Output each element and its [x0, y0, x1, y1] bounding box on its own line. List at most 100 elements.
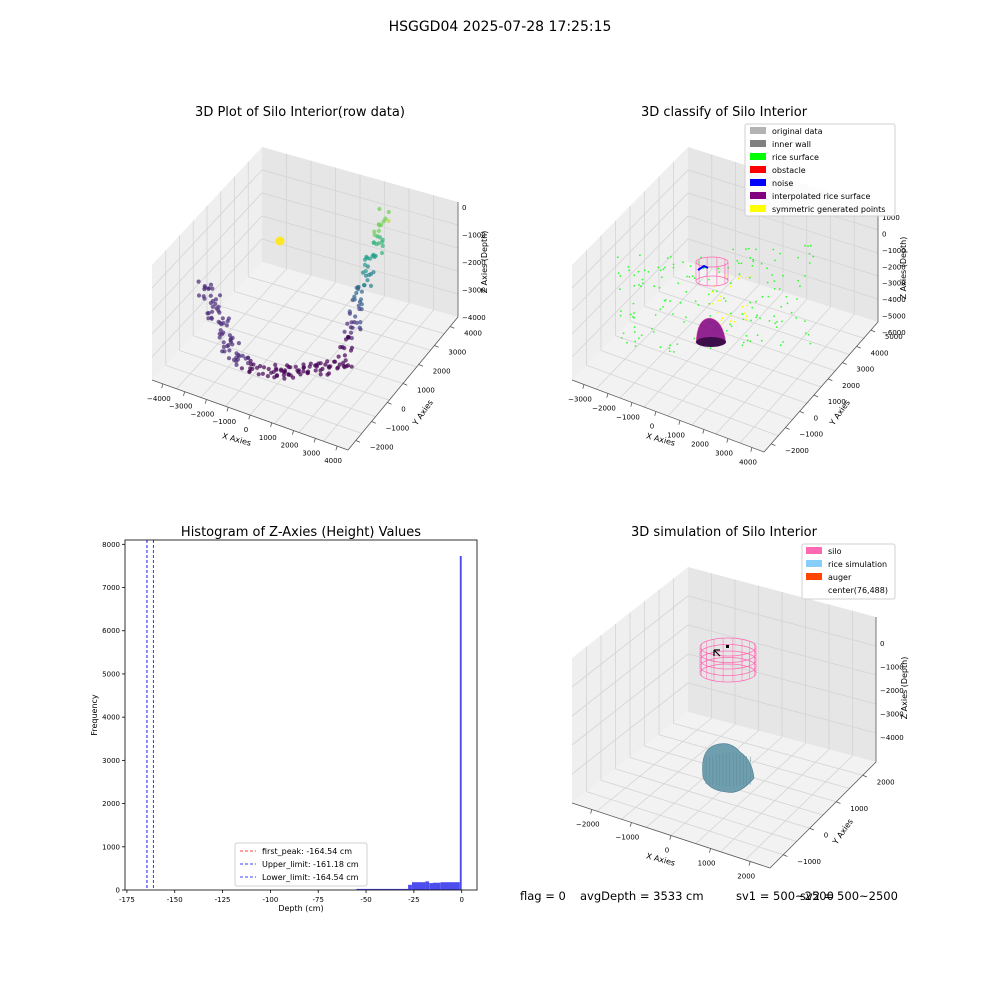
data-point: [326, 371, 332, 376]
legend-label: silo: [828, 547, 842, 556]
rice-surface-point: [804, 244, 806, 247]
data-point: [219, 332, 224, 337]
y-axis-label: Y Axies: [830, 817, 855, 847]
rice-surface-point: [741, 313, 744, 315]
rice-surface-point: [668, 347, 671, 350]
x-axis-tick-label: −2000: [592, 405, 616, 413]
data-point: [231, 357, 237, 362]
x-axis-tick-label: 3000: [715, 450, 733, 458]
data-point: [239, 366, 244, 371]
legend-label: original data: [772, 127, 823, 136]
rice-surface-point: [742, 341, 745, 344]
hist-bar: [412, 882, 426, 890]
symmetric-point: [746, 276, 749, 279]
data-point: [202, 287, 207, 292]
x-tick-label: -175: [119, 896, 135, 904]
x-axis-tick: [335, 446, 338, 451]
data-point: [367, 272, 372, 278]
rice-surface-point: [782, 341, 784, 343]
rice-surface-point: [643, 269, 646, 272]
rice-surface-point: [738, 262, 740, 264]
y-axis-tick-label: 2000: [842, 382, 860, 390]
y-axis-tick: [870, 329, 876, 333]
rice-surface-point: [647, 271, 650, 273]
rice-surface-point: [657, 266, 660, 269]
x-axis-tick-label: 1000: [667, 432, 685, 440]
rice-surface-point: [667, 257, 669, 259]
legend-swatch: [750, 140, 766, 147]
z-axis-tick-label: −4000: [880, 734, 904, 742]
y-axis-tick: [418, 364, 424, 367]
data-point: [358, 297, 364, 302]
data-point: [336, 354, 341, 359]
legend-swatch: [750, 166, 766, 173]
interpolated-mound: [695, 317, 727, 344]
rice-surface-point: [742, 318, 745, 321]
rice-surface-point: [640, 285, 642, 288]
rice-surface-point: [664, 266, 666, 269]
rice-surface-point: [654, 314, 657, 316]
symmetric-point: [721, 317, 724, 320]
z-axis-tick-label: 0: [462, 204, 466, 212]
symmetric-point: [739, 275, 741, 277]
rice-surface-point: [620, 337, 623, 339]
x-axis-tick-label: 3000: [302, 449, 320, 457]
data-point: [261, 365, 267, 370]
symmetric-point: [737, 277, 740, 280]
rice-surface-point: [716, 290, 718, 293]
rice-surface-point: [725, 330, 728, 332]
data-point: [363, 269, 368, 274]
gridline: [571, 192, 879, 312]
symmetric-point: [745, 318, 747, 321]
rice-surface-point: [668, 350, 671, 352]
gridline: [571, 215, 879, 335]
x-axis-tick: [726, 438, 729, 443]
simulation-3d-plot: 3D simulation of Silo Interior −2000 −1000…: [571, 525, 909, 881]
z-axis-tick-label: −3000: [462, 287, 486, 295]
data-point: [213, 301, 218, 307]
rice-surface-point: [749, 256, 752, 259]
raw-data-3d-plot: 3D Plot of Silo Interior(row data)−4000−…: [147, 105, 489, 465]
rice-surface-point: [707, 293, 710, 296]
rice-surface-point: [659, 269, 662, 272]
data-point: [327, 365, 332, 370]
gridline: [720, 749, 830, 853]
data-point: [288, 365, 293, 370]
data-point: [219, 322, 224, 327]
rice-surface-point: [779, 344, 782, 347]
hist-bar: [459, 556, 462, 890]
noise-mark: [697, 264, 709, 271]
rice-surface-point: [768, 320, 771, 322]
data-point: [248, 358, 253, 363]
y-axis-tick: [355, 440, 361, 443]
data-point: [343, 337, 349, 342]
z-axis-tick-label: 0: [882, 230, 886, 238]
legend-swatch: [750, 179, 766, 186]
data-point: [372, 229, 377, 234]
data-point: [371, 252, 376, 257]
rice-surface-point: [723, 297, 725, 300]
x-axis-tick-label: 0: [244, 426, 248, 434]
z-axis-label: Z Axies (Depth): [900, 657, 909, 720]
data-point: [313, 368, 318, 373]
data-point: [295, 368, 300, 373]
hist-legend: first_peak: -164.54 cm Upper_limit: -161.…: [234, 842, 368, 887]
legend-label: auger: [828, 573, 852, 582]
y-axis-tick-label: 1000: [850, 805, 868, 813]
data-point: [284, 363, 290, 368]
hist-bar: [456, 882, 460, 890]
rice-surface-point: [729, 312, 732, 315]
status-avg-depth: avgDepth = 3533 cm: [580, 889, 704, 903]
data-point: [282, 376, 287, 381]
rice-surface-point: [772, 248, 775, 251]
data-point: [220, 316, 225, 321]
symmetric-point: [743, 312, 746, 315]
y-axis-tick: [856, 346, 861, 349]
data-point: [230, 342, 235, 347]
data-point: [236, 341, 241, 346]
legend-swatch: [806, 560, 822, 567]
data-point: [206, 311, 211, 316]
data-point: [372, 232, 377, 237]
x-axis-tick-label: −4000: [147, 395, 171, 403]
rice-surface-point: [775, 326, 778, 328]
